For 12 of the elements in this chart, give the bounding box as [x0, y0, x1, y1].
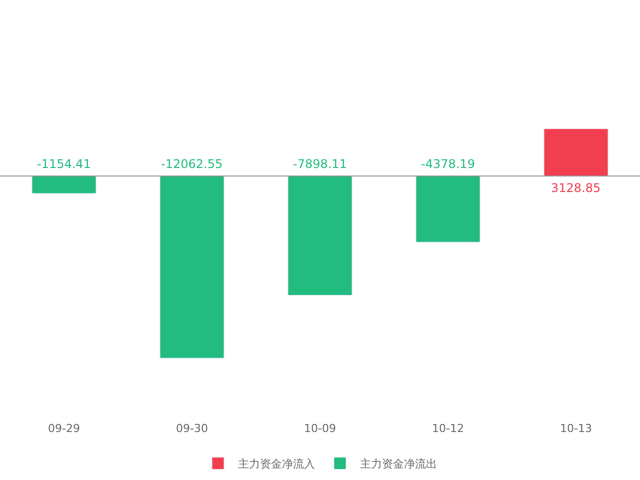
legend-label: 主力资金净流入	[238, 458, 315, 471]
legend-label: 主力资金净流出	[360, 458, 437, 471]
data-label: 3128.85	[551, 181, 601, 195]
x-tick-label: 10-09	[304, 422, 336, 435]
x-tick-label: 10-12	[432, 422, 464, 435]
data-label: -12062.55	[161, 157, 223, 171]
data-label: -7898.11	[293, 157, 347, 171]
data-label: -1154.41	[37, 157, 91, 171]
data-label: -4378.19	[421, 157, 475, 171]
x-tick-label: 10-13	[560, 422, 592, 435]
x-tick-label: 09-29	[48, 422, 80, 435]
x-tick-label: 09-30	[176, 422, 208, 435]
